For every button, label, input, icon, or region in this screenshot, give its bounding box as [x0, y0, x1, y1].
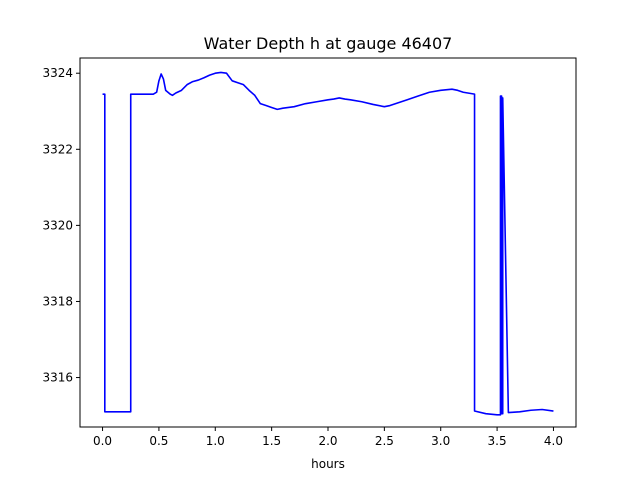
y-axis: 3316 3318 3320 3322 3324	[42, 66, 80, 385]
y-tick-label: 3318	[42, 294, 73, 308]
x-tick-label: 1.5	[262, 434, 281, 448]
chart-title: Water Depth h at gauge 46407	[204, 34, 453, 53]
x-tick-label: 0.0	[93, 434, 112, 448]
x-tick-label: 2.0	[318, 434, 337, 448]
series-line-0	[102, 71, 554, 416]
y-tick-label: 3324	[42, 66, 73, 80]
x-tick-label: 2.5	[375, 434, 394, 448]
x-tick-label: 3.0	[431, 434, 450, 448]
y-tick-label: 3322	[42, 142, 73, 156]
x-tick-label: 1.0	[206, 434, 225, 448]
series-layer	[102, 71, 554, 416]
y-tick-label: 3320	[42, 218, 73, 232]
x-tick-label: 0.5	[149, 434, 168, 448]
y-tick-label: 3316	[42, 371, 73, 385]
x-axis-label: hours	[311, 457, 345, 471]
x-axis: 0.0 0.5 1.0 1.5 2.0 2.5 3.0 3.5 4.0	[93, 427, 563, 448]
x-tick-label: 4.0	[544, 434, 563, 448]
x-tick-label: 3.5	[488, 434, 507, 448]
